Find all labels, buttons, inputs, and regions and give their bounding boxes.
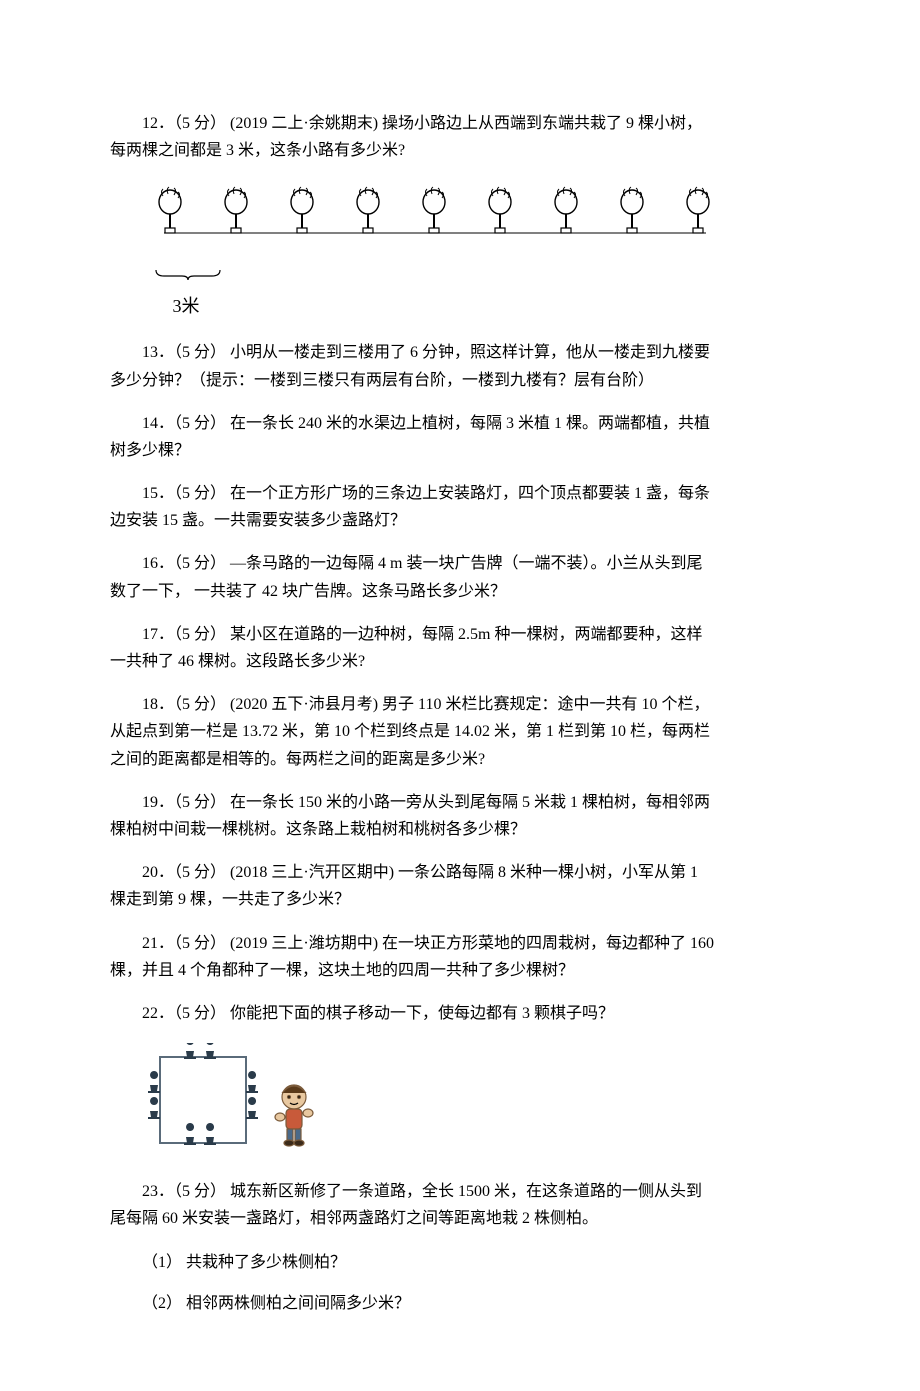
- chess-diagram: [146, 1043, 810, 1162]
- question-body: 在一块正方形菜地的四周栽树，每边都种了 160: [382, 935, 714, 952]
- question-23-sub1: （1） 共栽种了多少株侧柏？: [110, 1249, 810, 1276]
- question-body-line2: 一共种了 46 棵树。这段路长多少米?: [110, 648, 810, 675]
- question-number: 23．: [142, 1183, 174, 1200]
- question-body-line2: 多少分钟？（提示：一楼到三楼只有两层有台阶，一楼到九楼有？层有台阶）: [110, 367, 810, 394]
- question-number: 21．: [142, 935, 174, 952]
- question-23: 23．（5 分） 城东新区新修了一条道路，全长 1500 米，在这条道路的一侧从…: [110, 1178, 810, 1232]
- question-17: 17．（5 分） 某小区在道路的一边种树，每隔 2.5m 种一棵树，两端都要种，…: [110, 621, 810, 675]
- question-body: 在一个正方形广场的三条边上安装路灯，四个顶点都要装 1 盏，每条: [226, 485, 710, 502]
- tree-diagram: 3米: [146, 182, 810, 321]
- question-text: 23．（5 分） 城东新区新修了一条道路，全长 1500 米，在这条道路的一侧从…: [110, 1178, 810, 1205]
- question-body-line2: 尾每隔 60 米安装一盏路灯，相邻两盏路灯之间等距离地栽 2 株侧柏。: [110, 1205, 810, 1232]
- question-text: 15．（5 分） 在一个正方形广场的三条边上安装路灯，四个顶点都要装 1 盏，每…: [110, 480, 810, 507]
- question-body: 在一条长 150 米的小路一旁从头到尾每隔 5 米栽 1 棵柏树，每相邻两: [226, 794, 710, 811]
- question-body: 小明从一楼走到三楼用了 6 分钟，照这样计算，他从一楼走到九楼要: [226, 344, 710, 361]
- question-body: 你能把下面的棋子移动一下，使每边都有 3 颗棋子吗？: [226, 1005, 614, 1022]
- question-number: 17．: [142, 626, 174, 643]
- question-14: 14．（5 分） 在一条长 240 米的水渠边上植树，每隔 3 米植 1 棵。两…: [110, 410, 810, 464]
- question-19: 19．（5 分） 在一条长 150 米的小路一旁从头到尾每隔 5 米栽 1 棵柏…: [110, 789, 810, 843]
- question-points: （5 分）: [174, 864, 226, 881]
- question-body: 某小区在道路的一边种树，每隔 2.5m 种一棵树，两端都要种，这样: [226, 626, 702, 643]
- question-16: 16．（5 分） —条马路的一边每隔 4 m 装一块广告牌（一端不装）。小兰从头…: [110, 550, 810, 604]
- bracket-label: 3米: [154, 291, 218, 322]
- question-points: （5 分）: [174, 794, 226, 811]
- question-body-line2: 棵走到第 9 棵，一共走了多少米？: [110, 886, 810, 913]
- question-points: （5 分）: [174, 935, 226, 952]
- question-number: 18．: [142, 696, 174, 713]
- question-text: 19．（5 分） 在一条长 150 米的小路一旁从头到尾每隔 5 米栽 1 棵柏…: [110, 789, 810, 816]
- tree-row-svg: [146, 182, 726, 252]
- question-points: （5 分）: [174, 1005, 226, 1022]
- question-points: （5 分）: [174, 555, 226, 572]
- question-number: 20．: [142, 864, 174, 881]
- question-text: 14．（5 分） 在一条长 240 米的水渠边上植树，每隔 3 米植 1 棵。两…: [110, 410, 810, 437]
- question-source: (2019 二上·余姚期末): [226, 115, 382, 132]
- question-20: 20．（5 分） (2018 三上·汽开区期中) 一条公路每隔 8 米种一棵小树…: [110, 859, 810, 913]
- question-body-line2: 棵柏树中间栽一棵桃树。这条路上栽柏树和桃树各多少棵？: [110, 816, 810, 843]
- bracket-svg: [154, 270, 222, 280]
- question-number: 22．: [142, 1005, 174, 1022]
- question-number: 12．: [142, 115, 174, 132]
- question-body: —条马路的一边每隔 4 m 装一块广告牌（一端不装）。小兰从头到尾: [226, 555, 702, 572]
- question-number: 19．: [142, 794, 174, 811]
- question-body-line2: 边安装 15 盏。一共需要安装多少盏路灯？: [110, 507, 810, 534]
- question-text: 21．（5 分） (2019 三上·潍坊期中) 在一块正方形菜地的四周栽树，每边…: [110, 930, 810, 957]
- question-body: 城东新区新修了一条道路，全长 1500 米，在这条道路的一侧从头到: [226, 1183, 702, 1200]
- question-text: 13．（5 分） 小明从一楼走到三楼用了 6 分钟，照这样计算，他从一楼走到九楼…: [110, 339, 810, 366]
- question-body-line2: 从起点到第一栏是 13.72 米，第 10 个栏到终点是 14.02 米，第 1…: [110, 718, 810, 745]
- question-points: （5 分）: [174, 626, 226, 643]
- question-text: 17．（5 分） 某小区在道路的一边种树，每隔 2.5m 种一棵树，两端都要种，…: [110, 621, 810, 648]
- question-15: 15．（5 分） 在一个正方形广场的三条边上安装路灯，四个顶点都要装 1 盏，每…: [110, 480, 810, 534]
- question-body: 一条公路每隔 8 米种一棵小树，小军从第 1: [398, 864, 698, 881]
- question-text: 20．（5 分） (2018 三上·汽开区期中) 一条公路每隔 8 米种一棵小树…: [110, 859, 810, 886]
- bracket: 3米: [154, 262, 218, 322]
- question-points: （5 分）: [174, 696, 226, 713]
- question-18: 18．（5 分） (2020 五下·沛县月考) 男子 110 米栏比赛规定：途中…: [110, 691, 810, 773]
- question-source: (2018 三上·汽开区期中): [226, 864, 398, 881]
- question-number: 15．: [142, 485, 174, 502]
- question-source: (2019 三上·潍坊期中): [226, 935, 382, 952]
- question-body-line2: 数了一下， 一共装了 42 块广告牌。这条马路长多少米？: [110, 578, 810, 605]
- question-body: 男子 110 米栏比赛规定：途中一共有 10 个栏，: [382, 696, 709, 713]
- question-points: （5 分）: [174, 115, 226, 132]
- question-number: 16．: [142, 555, 174, 572]
- question-body-line2: 棵，并且 4 个角都种了一棵，这块土地的四周一共种了多少棵树？: [110, 957, 810, 984]
- question-points: （5 分）: [174, 344, 226, 361]
- question-12: 12．（5 分） (2019 二上·余姚期末) 操场小路边上从西端到东端共栽了 …: [110, 110, 810, 164]
- question-22: 22．（5 分） 你能把下面的棋子移动一下，使每边都有 3 颗棋子吗？: [110, 1000, 810, 1027]
- question-text: 12．（5 分） (2019 二上·余姚期末) 操场小路边上从西端到东端共栽了 …: [110, 110, 810, 137]
- question-23-sub2: （2） 相邻两株侧柏之间间隔多少米？: [110, 1290, 810, 1317]
- question-text: 22．（5 分） 你能把下面的棋子移动一下，使每边都有 3 颗棋子吗？: [110, 1000, 810, 1027]
- question-number: 14．: [142, 415, 174, 432]
- question-body-line3: 之间的距离都是相等的。每两栏之间的距离是多少米?: [110, 746, 810, 773]
- question-21: 21．（5 分） (2019 三上·潍坊期中) 在一块正方形菜地的四周栽树，每边…: [110, 930, 810, 984]
- question-body-line2: 每两棵之间都是 3 米，这条小路有多少米?: [110, 137, 810, 164]
- question-points: （5 分）: [174, 415, 226, 432]
- question-number: 13．: [142, 344, 174, 361]
- question-text: 16．（5 分） —条马路的一边每隔 4 m 装一块广告牌（一端不装）。小兰从头…: [110, 550, 810, 577]
- question-source: (2020 五下·沛县月考): [226, 696, 382, 713]
- question-points: （5 分）: [174, 485, 226, 502]
- question-points: （5 分）: [174, 1183, 226, 1200]
- question-body-line2: 树多少棵？: [110, 437, 810, 464]
- chess-svg: [146, 1043, 346, 1153]
- question-13: 13．（5 分） 小明从一楼走到三楼用了 6 分钟，照这样计算，他从一楼走到九楼…: [110, 339, 810, 393]
- question-text: 18．（5 分） (2020 五下·沛县月考) 男子 110 米栏比赛规定：途中…: [110, 691, 810, 718]
- question-body: 在一条长 240 米的水渠边上植树，每隔 3 米植 1 棵。两端都植，共植: [226, 415, 710, 432]
- question-body: 操场小路边上从西端到东端共栽了 9 棵小树，: [382, 115, 702, 132]
